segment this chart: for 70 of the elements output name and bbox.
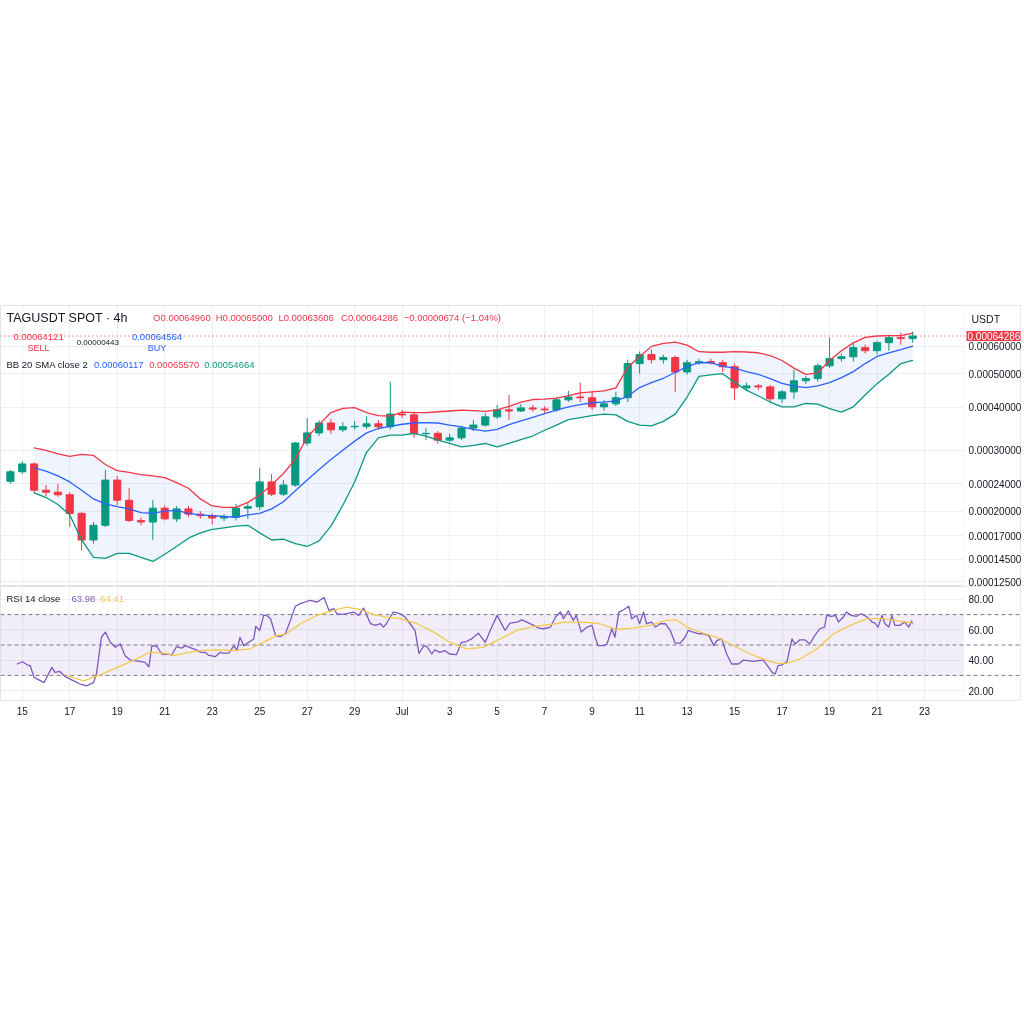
- ref-line-label: 0.00064286: [967, 331, 1021, 343]
- candlestick: [884, 334, 893, 352]
- annotation: BUY: [147, 342, 167, 353]
- x-tick-label: 25: [254, 705, 266, 717]
- annotation: SELL: [27, 342, 50, 353]
- candlestick: [113, 475, 122, 506]
- candlestick: [671, 355, 680, 393]
- annotation: 0.00054664: [204, 358, 255, 370]
- annotation: 0.00064564: [131, 330, 183, 342]
- x-tick-label: 23: [206, 705, 219, 717]
- x-tick-label: 19: [111, 705, 124, 717]
- y-tick-label: 0.00020000: [968, 506, 1022, 518]
- annotation: 0.00000443: [76, 337, 120, 347]
- y-tick-label: 0.00060000: [968, 341, 1022, 353]
- y-tick-label: 0.00030000: [968, 445, 1022, 457]
- annotation: 0.00065570: [149, 358, 200, 370]
- y-tick-label: 20.00: [968, 685, 994, 697]
- y-tick-label: 40.00: [968, 655, 994, 667]
- x-tick-label: 21: [159, 705, 171, 717]
- x-tick-label: 13: [681, 705, 694, 717]
- candlestick: [576, 382, 585, 403]
- candlestick: [41, 484, 51, 497]
- chart-title: TAGUSDT SPOT · 4h: [6, 310, 128, 325]
- x-tick-label: 15: [16, 705, 29, 717]
- annotation: BB 20 SMA close 2: [6, 359, 88, 370]
- annotation: H0.00065000: [215, 312, 273, 323]
- x-tick-label: 3: [446, 705, 453, 717]
- text: RSI 14 close: [6, 593, 61, 604]
- candlestick: [220, 513, 229, 522]
- y-tick-label: 0.00017000: [968, 530, 1022, 542]
- annotation: L0.00063606: [278, 312, 334, 323]
- candlestick: [148, 499, 157, 541]
- x-tick-label: 27: [301, 705, 314, 717]
- candlestick: [789, 369, 798, 400]
- x-tick-label: 5: [494, 705, 501, 717]
- x-tick-label: 9: [589, 705, 596, 717]
- annotation: −0.00000674 (−1.04%): [403, 312, 501, 323]
- annotation: 0.00064121: [13, 330, 64, 342]
- candlestick: [267, 473, 276, 497]
- x-tick-label: 29: [349, 705, 361, 717]
- x-tick-label: 17: [64, 705, 76, 717]
- x-tick-label: 19: [824, 705, 836, 717]
- y-tick-label: 80.00: [968, 594, 994, 606]
- candlestick: [65, 491, 74, 528]
- x-tick-label: 15: [729, 705, 741, 717]
- candlestick: [53, 483, 62, 498]
- candlestick: [326, 418, 335, 435]
- annotation: O0.00064960: [153, 312, 211, 323]
- annotation: C0.00064286: [341, 312, 399, 323]
- annotation: 64.41: [100, 592, 125, 604]
- y-axis-title: USDT: [971, 312, 1001, 325]
- x-tick-label: Jul: [395, 705, 409, 717]
- x-tick-label: 11: [634, 705, 646, 717]
- x-tick-label: 17: [776, 705, 789, 717]
- candlestick: [125, 487, 134, 523]
- x-tick-label: 7: [541, 705, 548, 717]
- annotation: 0.00060117: [93, 358, 144, 370]
- candlestick: [89, 521, 98, 545]
- x-tick-label: 21: [871, 705, 884, 717]
- annotation: 63.98: [71, 592, 96, 604]
- y-tick-label: 0.00014500: [968, 554, 1022, 566]
- x-tick-label: 23: [918, 705, 931, 717]
- y-tick-label: 60.00: [968, 624, 994, 636]
- y-tick-label: 0.00024000: [968, 478, 1022, 490]
- candlestick: [599, 399, 609, 412]
- candlestick: [504, 394, 514, 421]
- y-tick-label: 0.00012500: [968, 576, 1022, 588]
- y-tick-label: 0.00050000: [968, 368, 1022, 380]
- candlestick: [136, 516, 146, 526]
- y-tick-label: 0.00040000: [968, 402, 1022, 414]
